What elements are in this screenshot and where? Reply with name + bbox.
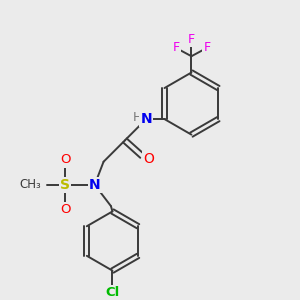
Text: Cl: Cl [105,286,120,299]
Text: F: F [203,41,210,54]
Text: S: S [60,178,70,192]
Text: N: N [140,112,152,126]
Text: O: O [60,153,70,167]
Text: F: F [172,41,180,54]
Text: O: O [60,203,70,216]
Text: CH₃: CH₃ [20,178,41,191]
Text: O: O [143,152,154,167]
Text: H: H [133,111,142,124]
Text: F: F [188,33,195,46]
Text: N: N [89,178,100,192]
